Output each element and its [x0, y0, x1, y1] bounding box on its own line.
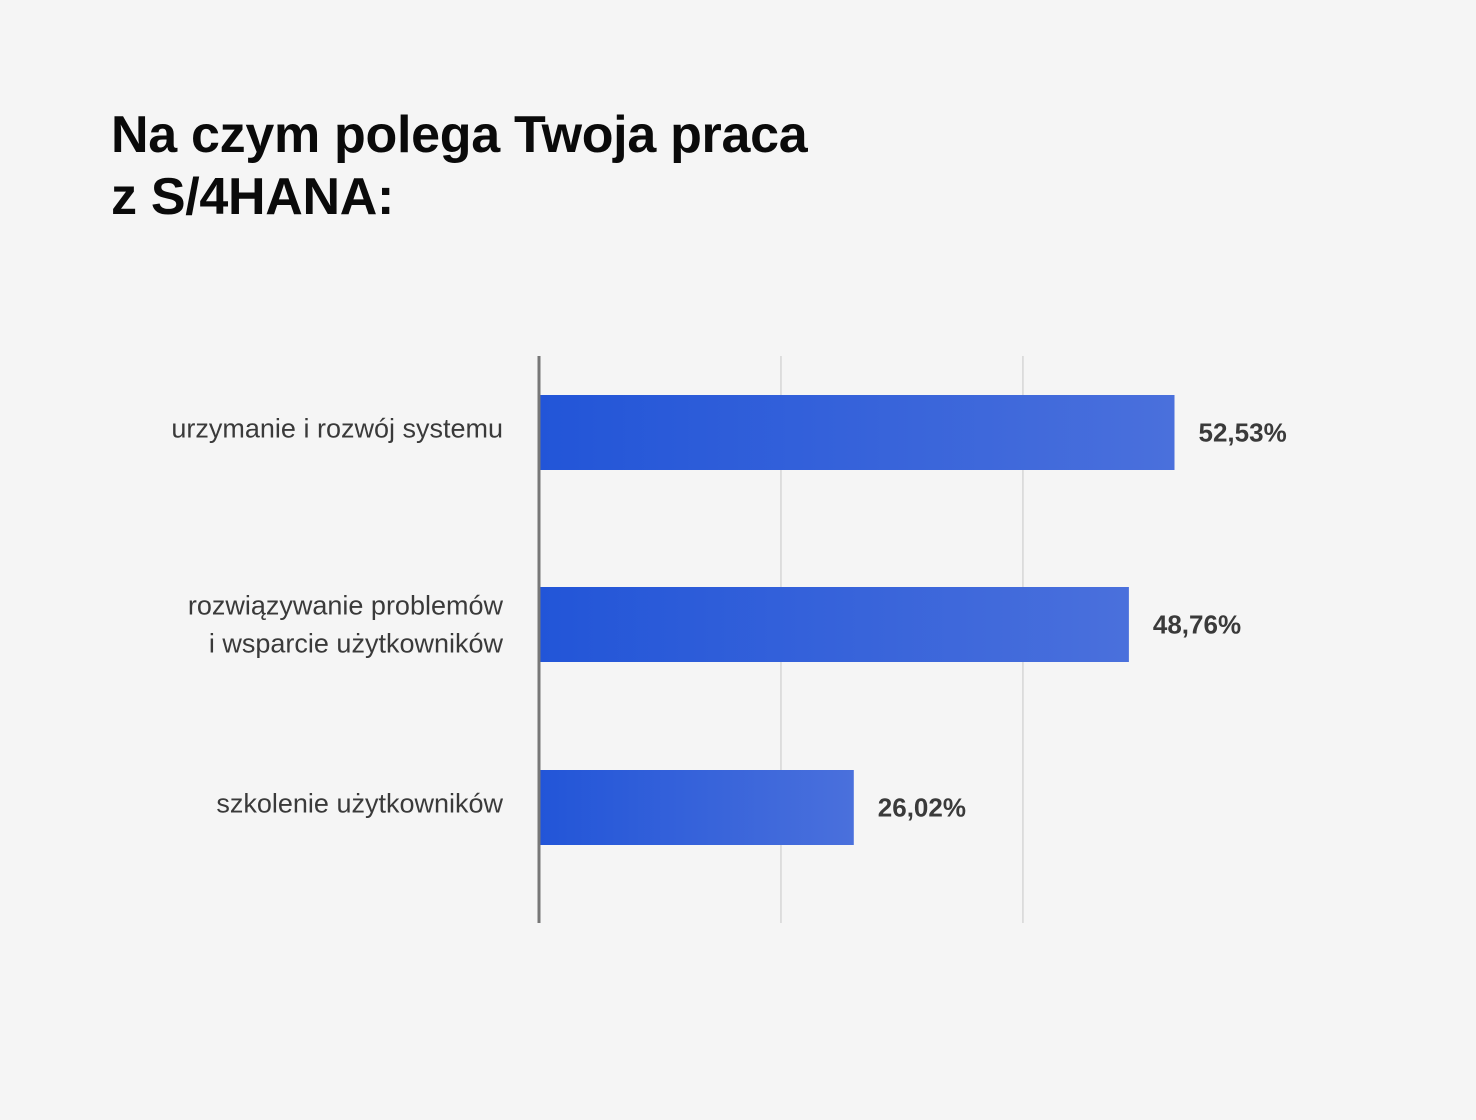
value-label-1: 52,53% — [1199, 418, 1287, 448]
bar-3 — [539, 770, 854, 845]
category-label-3: szkolenie użytkowników — [216, 789, 503, 819]
chart-title-line-1: Na czym polega Twoja praca — [111, 106, 808, 164]
bars — [539, 395, 1175, 845]
bar-1 — [539, 395, 1175, 470]
labels: 52,53% urzymanie i rozwój systemu 48,76% ro… — [171, 414, 1286, 823]
category-label-2-line-1: rozwiązywanie problemów — [188, 591, 504, 621]
value-label-2: 48,76% — [1153, 610, 1241, 640]
category-label-2-line-2: i wsparcie użytkowników — [209, 629, 504, 659]
chart-title-line-2: z S/4HANA: — [111, 168, 395, 226]
category-label-1: urzymanie i rozwój systemu — [171, 414, 503, 444]
chart-title: Na czym polega Twoja praca z S/4HANA: — [111, 104, 808, 228]
value-label-3: 26,02% — [878, 793, 966, 823]
bar-2 — [539, 587, 1129, 662]
